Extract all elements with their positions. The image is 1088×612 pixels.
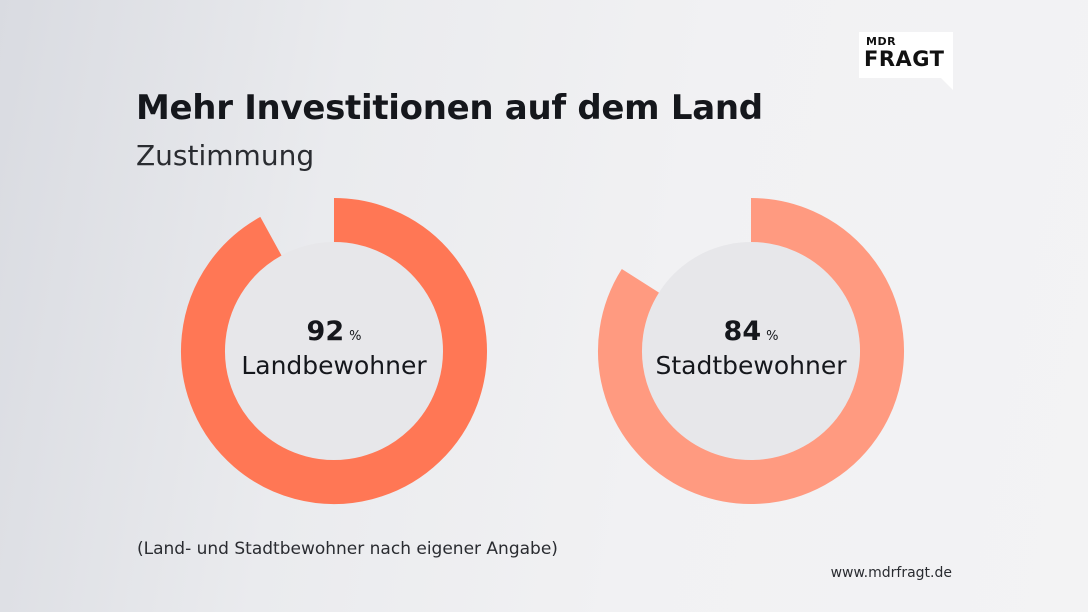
value-unit-landbewohner: % — [349, 329, 361, 344]
category-label-stadtbewohner: Stadtbewohner — [655, 351, 847, 380]
donut-inner-landbewohner — [225, 242, 443, 460]
value-label-landbewohner: 92% — [307, 316, 362, 347]
value-number-stadtbewohner: 84 — [724, 316, 762, 347]
logo-main-text: FRAGT — [864, 47, 945, 71]
donut-inner-stadtbewohner — [642, 242, 860, 460]
value-label-stadtbewohner: 84% — [724, 316, 779, 347]
source-url: www.mdrfragt.de — [830, 565, 952, 581]
mdr-fragt-logo: MDR FRAGT — [859, 32, 953, 78]
donut-arc-stadtbewohner — [598, 198, 904, 504]
value-number-landbewohner: 92 — [307, 316, 345, 347]
footnote: (Land- und Stadtbewohner nach eigener An… — [137, 539, 558, 559]
donut-stadtbewohner: 84 % Stadtbewohner — [598, 198, 904, 504]
donut-landbewohner: 92 % Landbewohner — [181, 198, 487, 504]
category-label-landbewohner: Landbewohner — [241, 351, 427, 380]
logo-speech-tail — [941, 78, 953, 90]
value-unit-stadtbewohner: % — [766, 329, 778, 344]
logo-top-text: MDR — [866, 35, 897, 48]
donut-arc-landbewohner — [181, 198, 487, 504]
chart-title: Mehr Investitionen auf dem Land — [136, 88, 763, 128]
chart-subtitle: Zustimmung — [136, 139, 315, 172]
